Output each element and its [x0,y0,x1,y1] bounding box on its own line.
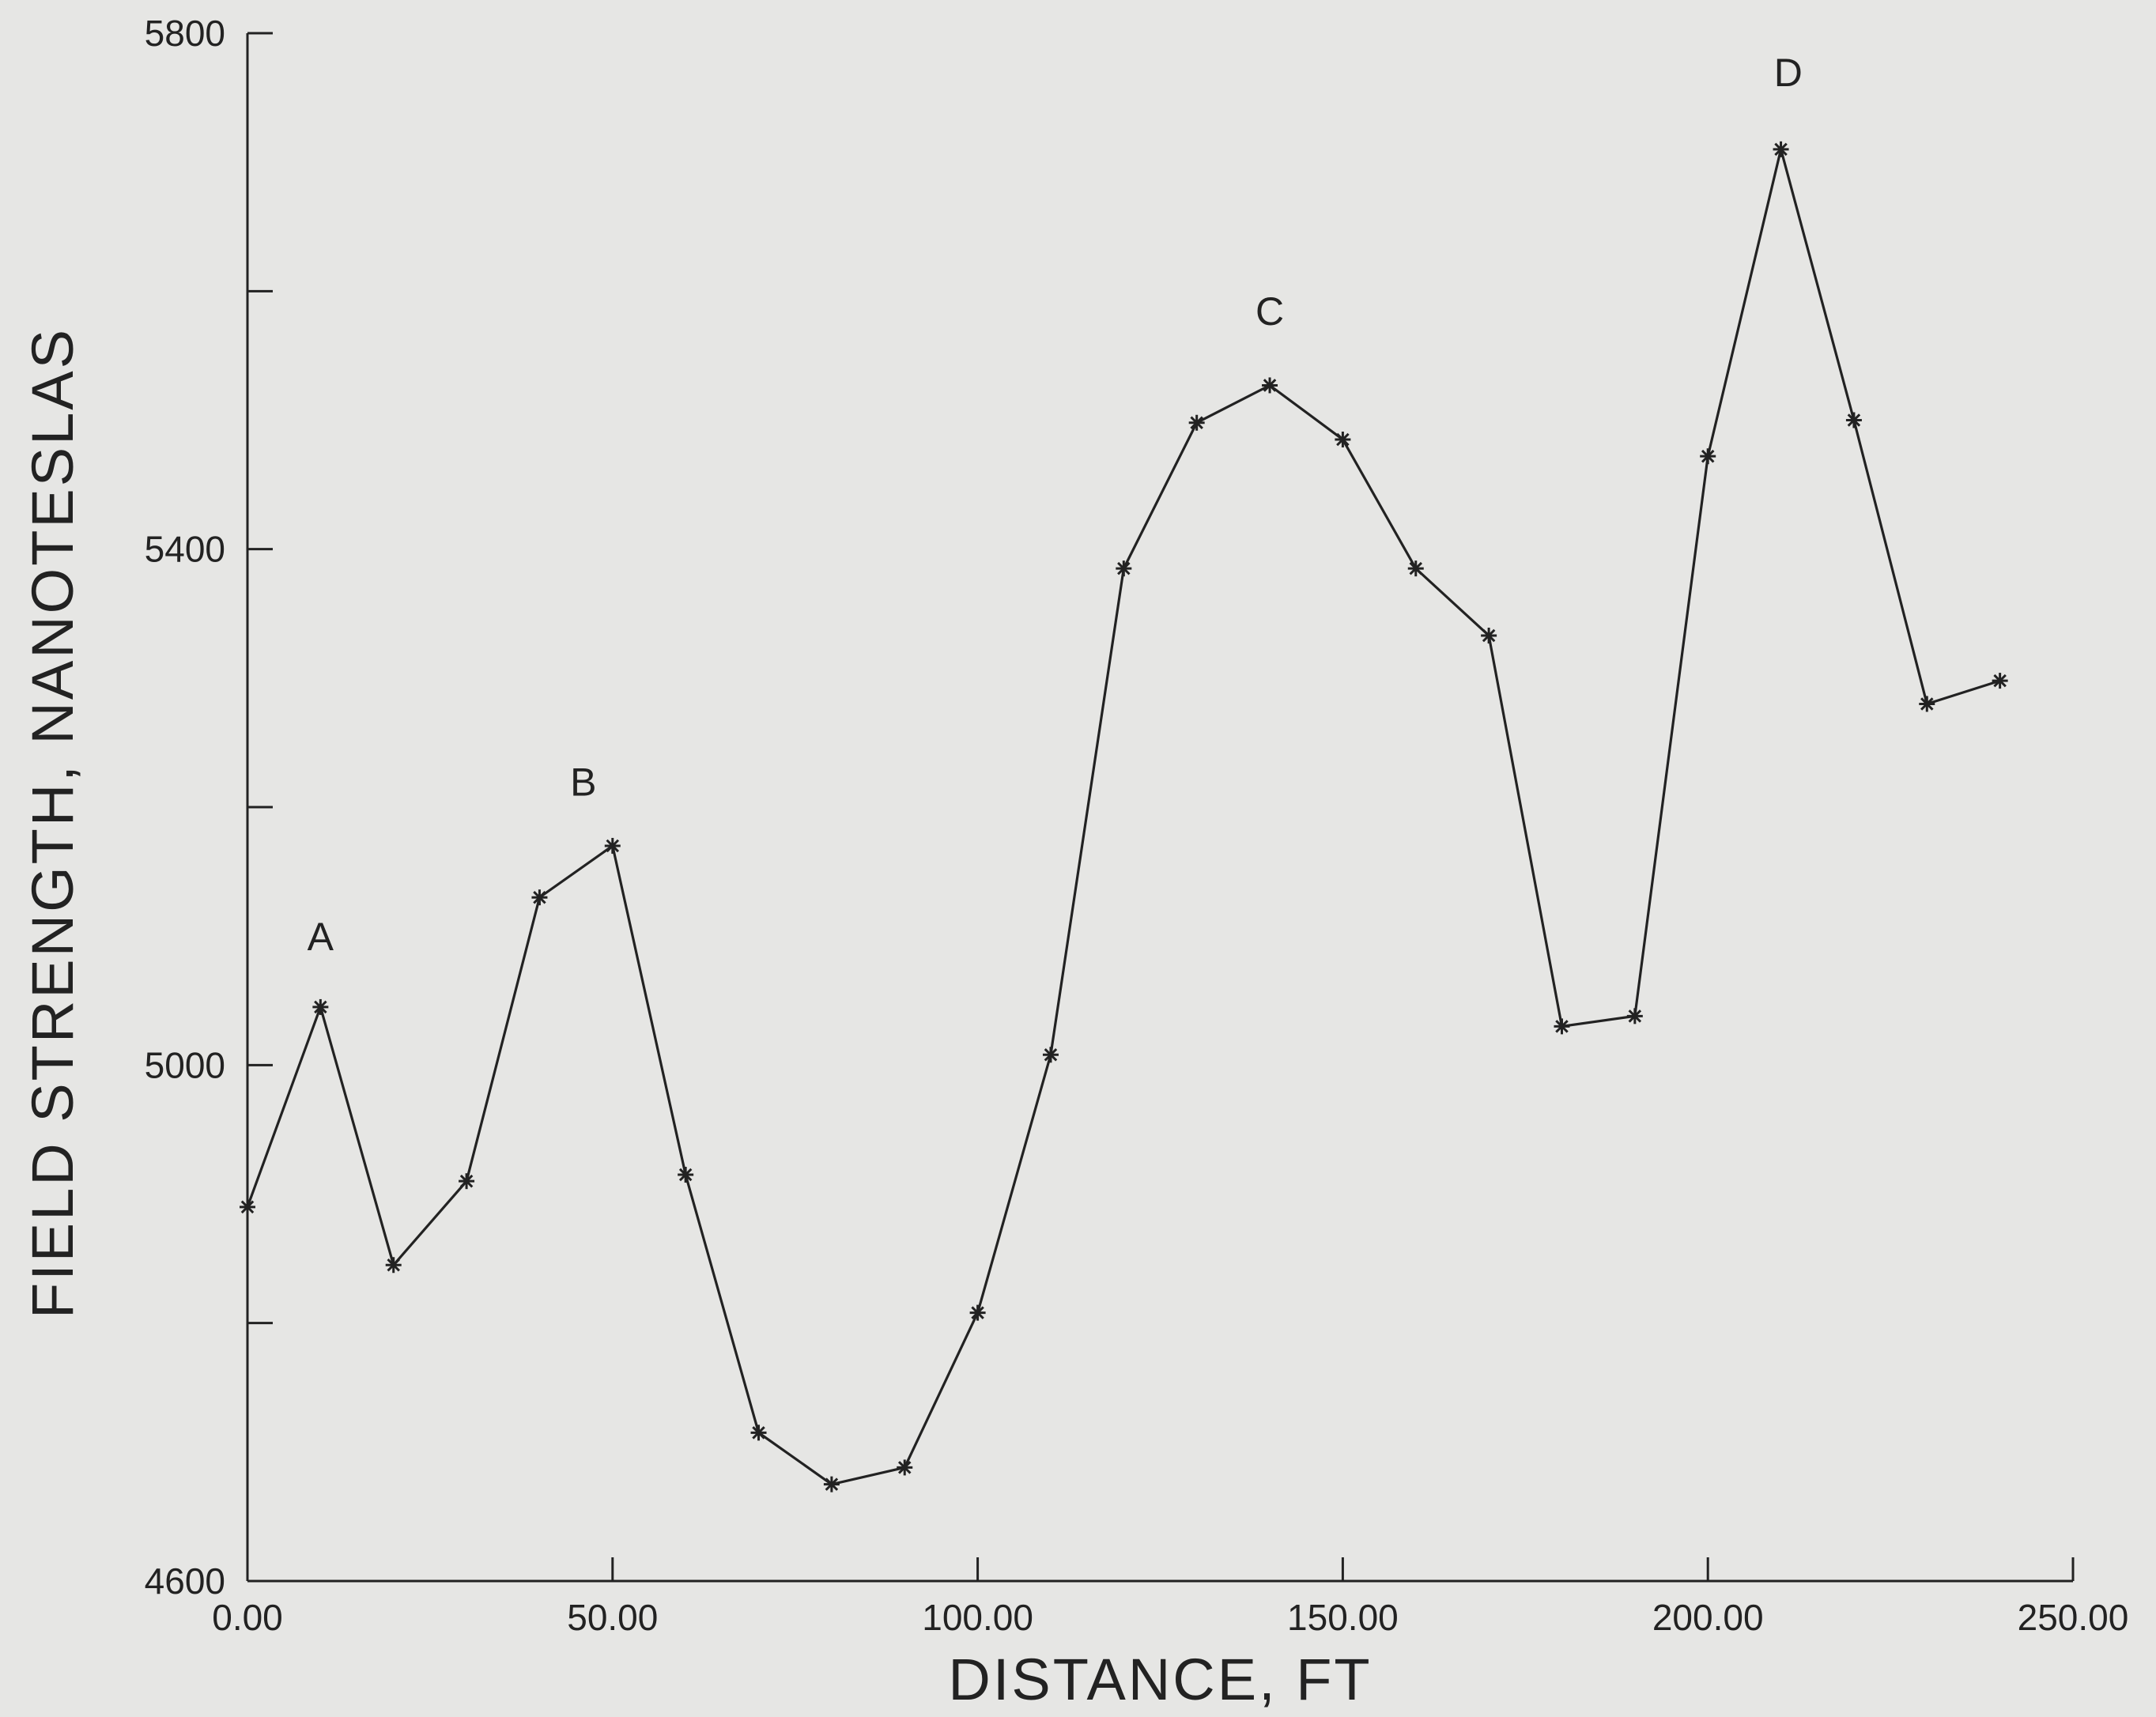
x-tick-label: 200.00 [1652,1597,1764,1638]
data-point [897,1459,913,1476]
data-point [750,1425,767,1441]
x-tick-label: 50.00 [567,1597,658,1638]
data-point [823,1476,840,1492]
x-tick-label: 250.00 [2018,1597,2129,1638]
x-tick-label: 150.00 [1287,1597,1399,1638]
data-point [312,998,329,1015]
data-point [240,1198,255,1215]
peak-annotations: A B C D [308,51,1803,959]
x-ticks: 0.00 50.00 100.00 150.00 200.00 250.00 [212,1557,2128,1638]
series-line [246,149,2001,1486]
y-axis-title: FIELD STRENGTH, NANOTESLAS [20,327,85,1319]
data-point [1335,431,1351,447]
data-point [1262,377,1278,394]
x-tick-label: 100.00 [922,1597,1033,1638]
y-tick-label: 5400 [145,529,225,570]
data-point [1919,696,1935,712]
data-point [1845,412,1862,428]
data-markers [240,141,2008,1492]
plot-area: A B C D [240,51,2008,1492]
data-point [1042,1047,1059,1063]
data-point [604,837,621,854]
data-point [1554,1018,1570,1035]
data-point [1626,1008,1643,1025]
data-point [459,1173,475,1190]
y-ticks: 4600 5000 5400 5800 [145,13,273,1602]
data-point [678,1167,694,1183]
data-point [1407,560,1424,577]
y-axis: 4600 5000 5400 5800 FIELD STRENGTH, NANOTES… [20,13,273,1602]
data-point [531,889,548,906]
peak-label: C [1255,289,1284,334]
data-point [1481,627,1497,643]
y-tick-label: 5000 [145,1044,225,1085]
data-point [385,1257,402,1274]
data-point [1700,448,1716,465]
peak-label: D [1774,51,1803,95]
y-tick-label: 5800 [145,13,225,54]
x-tick-label: 0.00 [212,1597,283,1638]
data-point [1773,141,1789,157]
x-axis-title: DISTANCE, FT [948,1647,1372,1712]
data-point [1992,673,2008,689]
data-point [1188,414,1205,431]
peak-label: B [570,760,596,804]
y-tick-label: 4600 [145,1560,225,1602]
data-point [1116,560,1132,577]
data-point [969,1304,986,1321]
peak-label: A [308,915,334,959]
x-axis: 0.00 50.00 100.00 150.00 200.00 250.00 DISTAN… [212,1557,2128,1712]
